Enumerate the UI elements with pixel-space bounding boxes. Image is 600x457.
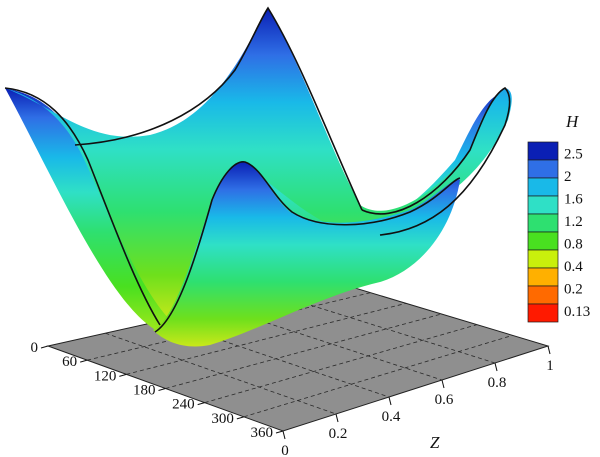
legend-label: 1.2 [564,214,583,230]
legend-swatch [527,177,559,197]
grid-line-x [243,334,513,418]
x-axis-ticks: 0 60 120 180 240 300 360 [31,340,284,441]
surface-outline-back [4,87,161,326]
legend-swatch [527,231,559,251]
z-tick-label: 0 [281,443,289,457]
grid-line-z [277,294,496,364]
z-tick-label: 0.4 [382,409,401,425]
x-tick-mark [119,373,127,377]
z-tick-mark [547,345,551,355]
x-tick-mark [40,345,49,349]
z-tick-mark [282,430,286,440]
legend-swatch [527,213,559,233]
x-tick-mark [275,430,284,434]
x-tick-label: 180 [133,383,156,399]
legend-swatch [527,195,559,215]
z-tick-mark [494,362,498,372]
x-tick-label: 120 [94,368,117,384]
x-tick-label: 60 [62,354,77,370]
surface-near-sheet [153,161,460,347]
x-tick-label: 240 [172,397,195,413]
z-axis-ticks: 0 0.2 0.4 0.6 0.8 1 [281,345,554,457]
legend-labels: 2.5 2 1.6 1.2 0.8 0.4 0.2 0.13 [564,146,590,320]
grid-line-z [162,320,390,398]
z-axis-title: Z [430,433,440,452]
legend-title: H [565,112,580,131]
legend-swatch [527,303,559,323]
legend-swatch [527,267,559,287]
z-tick-mark [335,413,339,423]
x-tick-label: 0 [31,340,39,356]
surface-outline-front-ridge [154,161,461,333]
z-tick-label: 0.6 [435,392,454,408]
grid-line-z [105,332,337,415]
x-tick-mark [158,388,166,391]
legend-label: 0.4 [564,259,583,275]
z-tick-label: 1 [546,358,554,374]
grid-line-x [126,302,407,375]
legend-label: 1.6 [564,191,583,207]
legend-label: 0.2 [564,281,583,297]
legend-label: 0.13 [564,304,590,320]
legend-swatch [527,285,559,305]
z-tick-label: 0.2 [329,426,348,442]
z-tick-label: 0.8 [488,375,507,391]
x-tick-mark [197,402,205,406]
legend-swatch [527,141,559,161]
legend-label: 0.8 [564,236,583,252]
x-tick-label: 300 [211,411,234,427]
x-tick-mark [80,359,88,363]
grid-line-x [204,324,478,404]
x-tick-mark [236,416,244,420]
legend-label: 2 [564,169,572,185]
legend-swatch [527,159,559,179]
legend-label: 2.5 [564,146,583,162]
surface-outline-right [361,87,511,236]
z-tick-mark [388,396,392,406]
surface-back-sheet [5,8,512,322]
x-tick-label: 360 [251,425,274,441]
legend: H 2.5 2 1.6 1.2 0.8 0.4 0.2 0.13 [527,112,590,323]
legend-swatches [527,141,559,323]
legend-swatch [527,249,559,269]
surface-outline-top [74,6,363,211]
z-tick-mark [441,379,445,389]
grid-line-x [165,313,442,389]
